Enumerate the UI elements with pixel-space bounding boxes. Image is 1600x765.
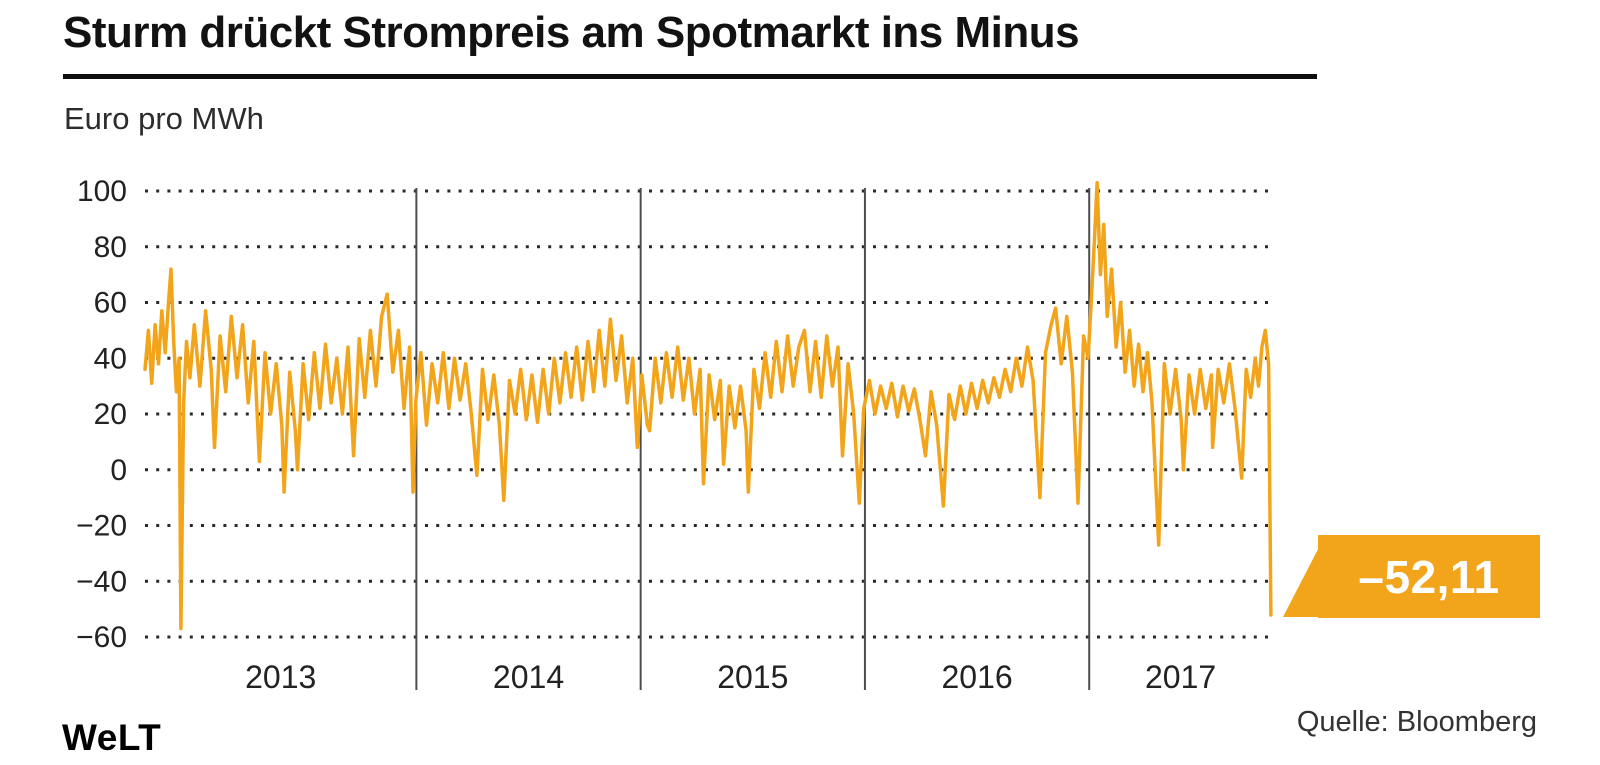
source-credit: Quelle: Bloomberg <box>1296 706 1537 738</box>
x-year-label: 2017 <box>1145 659 1216 695</box>
title-rule <box>63 74 1317 79</box>
welt-logo: WeLT <box>62 717 162 758</box>
y-tick-label: −20 <box>76 510 127 543</box>
y-tick-label: 60 <box>94 287 127 320</box>
y-tick-label: 20 <box>94 398 127 431</box>
latest-value-callout: –52,11 <box>1283 535 1540 618</box>
y-tick-label: 40 <box>94 342 127 375</box>
y-tick-label: 0 <box>110 454 127 487</box>
y-axis-unit-label: Euro pro MWh <box>64 101 264 136</box>
x-year-label: 2013 <box>245 659 316 695</box>
price-line <box>143 180 1273 631</box>
y-tick-label: 100 <box>77 175 127 208</box>
y-tick-label: −60 <box>76 621 127 654</box>
x-year-label: 2015 <box>717 659 788 695</box>
x-year-label: 2016 <box>941 659 1012 695</box>
latest-value-label: –52,11 <box>1358 550 1500 603</box>
chart-title: Sturm drückt Strompreis am Spotmarkt ins… <box>63 8 1080 57</box>
y-tick-label: −40 <box>76 565 127 598</box>
x-year-label: 2014 <box>493 659 564 695</box>
y-tick-label: 80 <box>94 231 127 264</box>
